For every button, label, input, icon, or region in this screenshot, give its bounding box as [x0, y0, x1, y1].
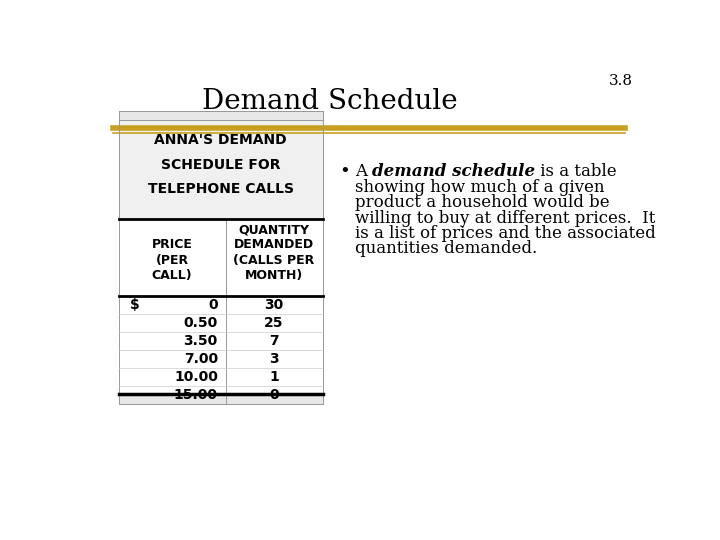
Text: showing how much of a given: showing how much of a given	[355, 179, 605, 196]
Bar	[119, 394, 323, 403]
Text: 0.50: 0.50	[184, 316, 218, 330]
Text: product a household would be: product a household would be	[355, 194, 610, 211]
Text: 7: 7	[269, 334, 279, 348]
Text: A: A	[355, 164, 372, 180]
Text: 1: 1	[269, 370, 279, 383]
Text: 25: 25	[264, 316, 284, 330]
Text: Demand Schedule: Demand Schedule	[202, 88, 458, 115]
Text: 0: 0	[269, 388, 279, 402]
Bar	[119, 111, 323, 219]
Text: QUANTITY: QUANTITY	[238, 223, 310, 236]
Text: MONTH): MONTH)	[245, 269, 303, 282]
Text: 30: 30	[264, 298, 284, 312]
Text: 7.00: 7.00	[184, 352, 218, 366]
Text: DEMANDED: DEMANDED	[234, 239, 314, 252]
Bar	[119, 111, 323, 403]
Text: is a table: is a table	[536, 164, 617, 180]
Text: 3: 3	[269, 352, 279, 366]
Text: ANNA'S DEMAND: ANNA'S DEMAND	[154, 133, 287, 147]
Text: 10.00: 10.00	[174, 370, 218, 383]
Text: (CALLS PER: (CALLS PER	[233, 254, 315, 267]
Text: CALL): CALL)	[152, 269, 192, 282]
Text: SCHEDULE FOR: SCHEDULE FOR	[161, 158, 280, 172]
Text: $: $	[130, 298, 140, 312]
Text: willing to buy at different prices.  It: willing to buy at different prices. It	[355, 210, 655, 227]
Text: TELEPHONE CALLS: TELEPHONE CALLS	[148, 182, 294, 196]
Text: PRICE: PRICE	[152, 239, 192, 252]
Bar	[119, 111, 323, 120]
Text: (PER: (PER	[156, 254, 189, 267]
Text: •: •	[340, 164, 351, 181]
Text: quantities demanded.: quantities demanded.	[355, 240, 537, 258]
Text: demand schedule: demand schedule	[372, 164, 536, 180]
Text: 3.8: 3.8	[608, 74, 632, 88]
Text: 3.50: 3.50	[184, 334, 218, 348]
Text: 0: 0	[208, 298, 218, 312]
Text: 15.00: 15.00	[174, 388, 218, 402]
Text: is a list of prices and the associated: is a list of prices and the associated	[355, 225, 656, 242]
